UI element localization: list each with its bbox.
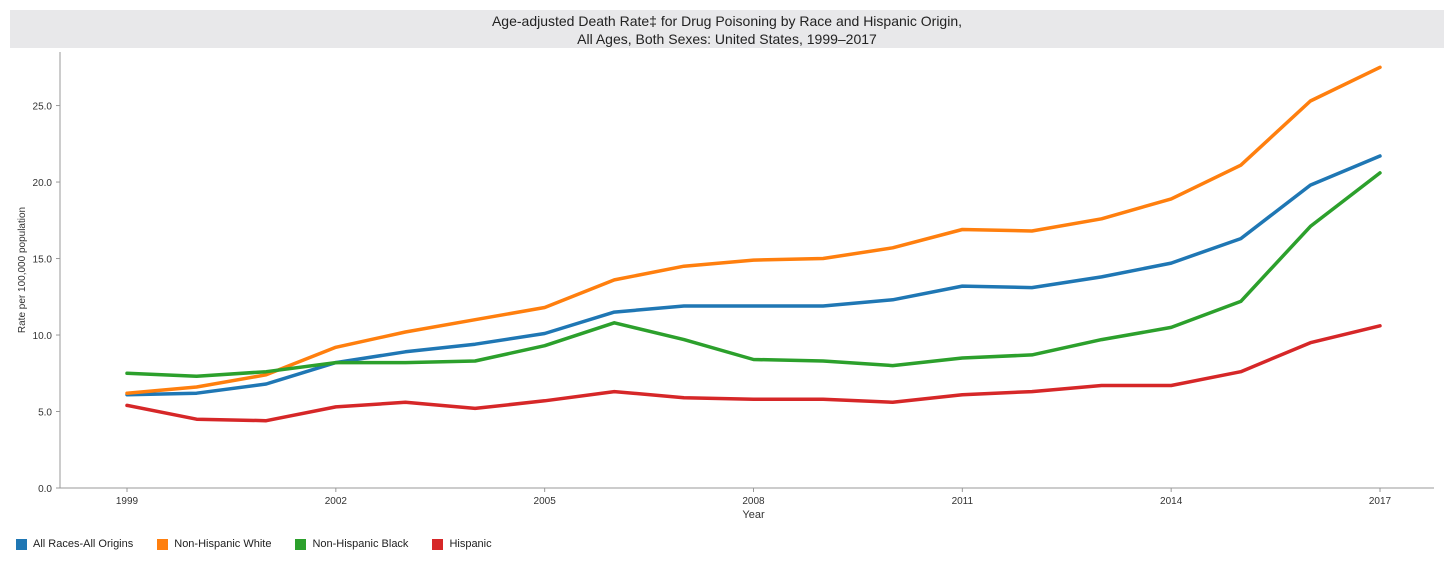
x-axis-label: Year [742, 509, 765, 521]
legend-swatch [157, 538, 169, 550]
legend-label: Non-Hispanic Black [312, 538, 409, 550]
legend-swatch [16, 538, 27, 550]
legend-label: Hispanic [449, 538, 492, 550]
chart-title: Age-adjusted Death Rate‡ for Drug Poison… [491, 13, 963, 29]
x-tick-label: 2002 [325, 496, 348, 507]
legend-item-hispanic: Hispanic [432, 538, 492, 550]
y-tick-label: 15.0 [33, 255, 53, 266]
x-tick-label: 1999 [116, 496, 139, 507]
y-axis-label: Rate per 100,000 population [17, 207, 28, 333]
chart-legend: All Races-All Origins Non-Hispanic White N… [16, 536, 516, 552]
chart-title-bar: Age-adjusted Death Rate‡ for Drug Poison… [10, 10, 1444, 48]
chart-subtitle: All Ages, Both Sexes: United States, 199… [577, 31, 877, 47]
legend-item-non-hispanic-black: Non-Hispanic Black [295, 538, 408, 550]
series-line-non-hispanic-white [125, 65, 1382, 395]
x-tick-label: 2008 [742, 496, 765, 507]
x-tick-label: 2011 [952, 496, 974, 507]
y-tick-label: 0.0 [38, 484, 52, 495]
legend-swatch [295, 538, 307, 550]
series-line-non-hispanic-black [125, 171, 1382, 379]
y-tick-label: 20.0 [33, 178, 53, 189]
x-tick-label: 2014 [1160, 496, 1183, 507]
y-tick-label: 25.0 [33, 102, 53, 113]
legend-swatch [432, 538, 444, 550]
legend-item-all-races-all-origins: All Races-All Origins [16, 538, 133, 550]
y-tick-label: 5.0 [38, 408, 52, 419]
legend-label: All Races-All Origins [33, 538, 134, 550]
legend-item-non-hispanic-white: Non-Hispanic White [157, 538, 271, 550]
x-tick-label: 2005 [534, 496, 557, 507]
legend-label: Non-Hispanic White [174, 538, 272, 550]
series-line-hispanic [125, 324, 1382, 423]
x-tick-label: 2017 [1369, 496, 1392, 507]
y-tick-label: 10.0 [33, 331, 53, 342]
